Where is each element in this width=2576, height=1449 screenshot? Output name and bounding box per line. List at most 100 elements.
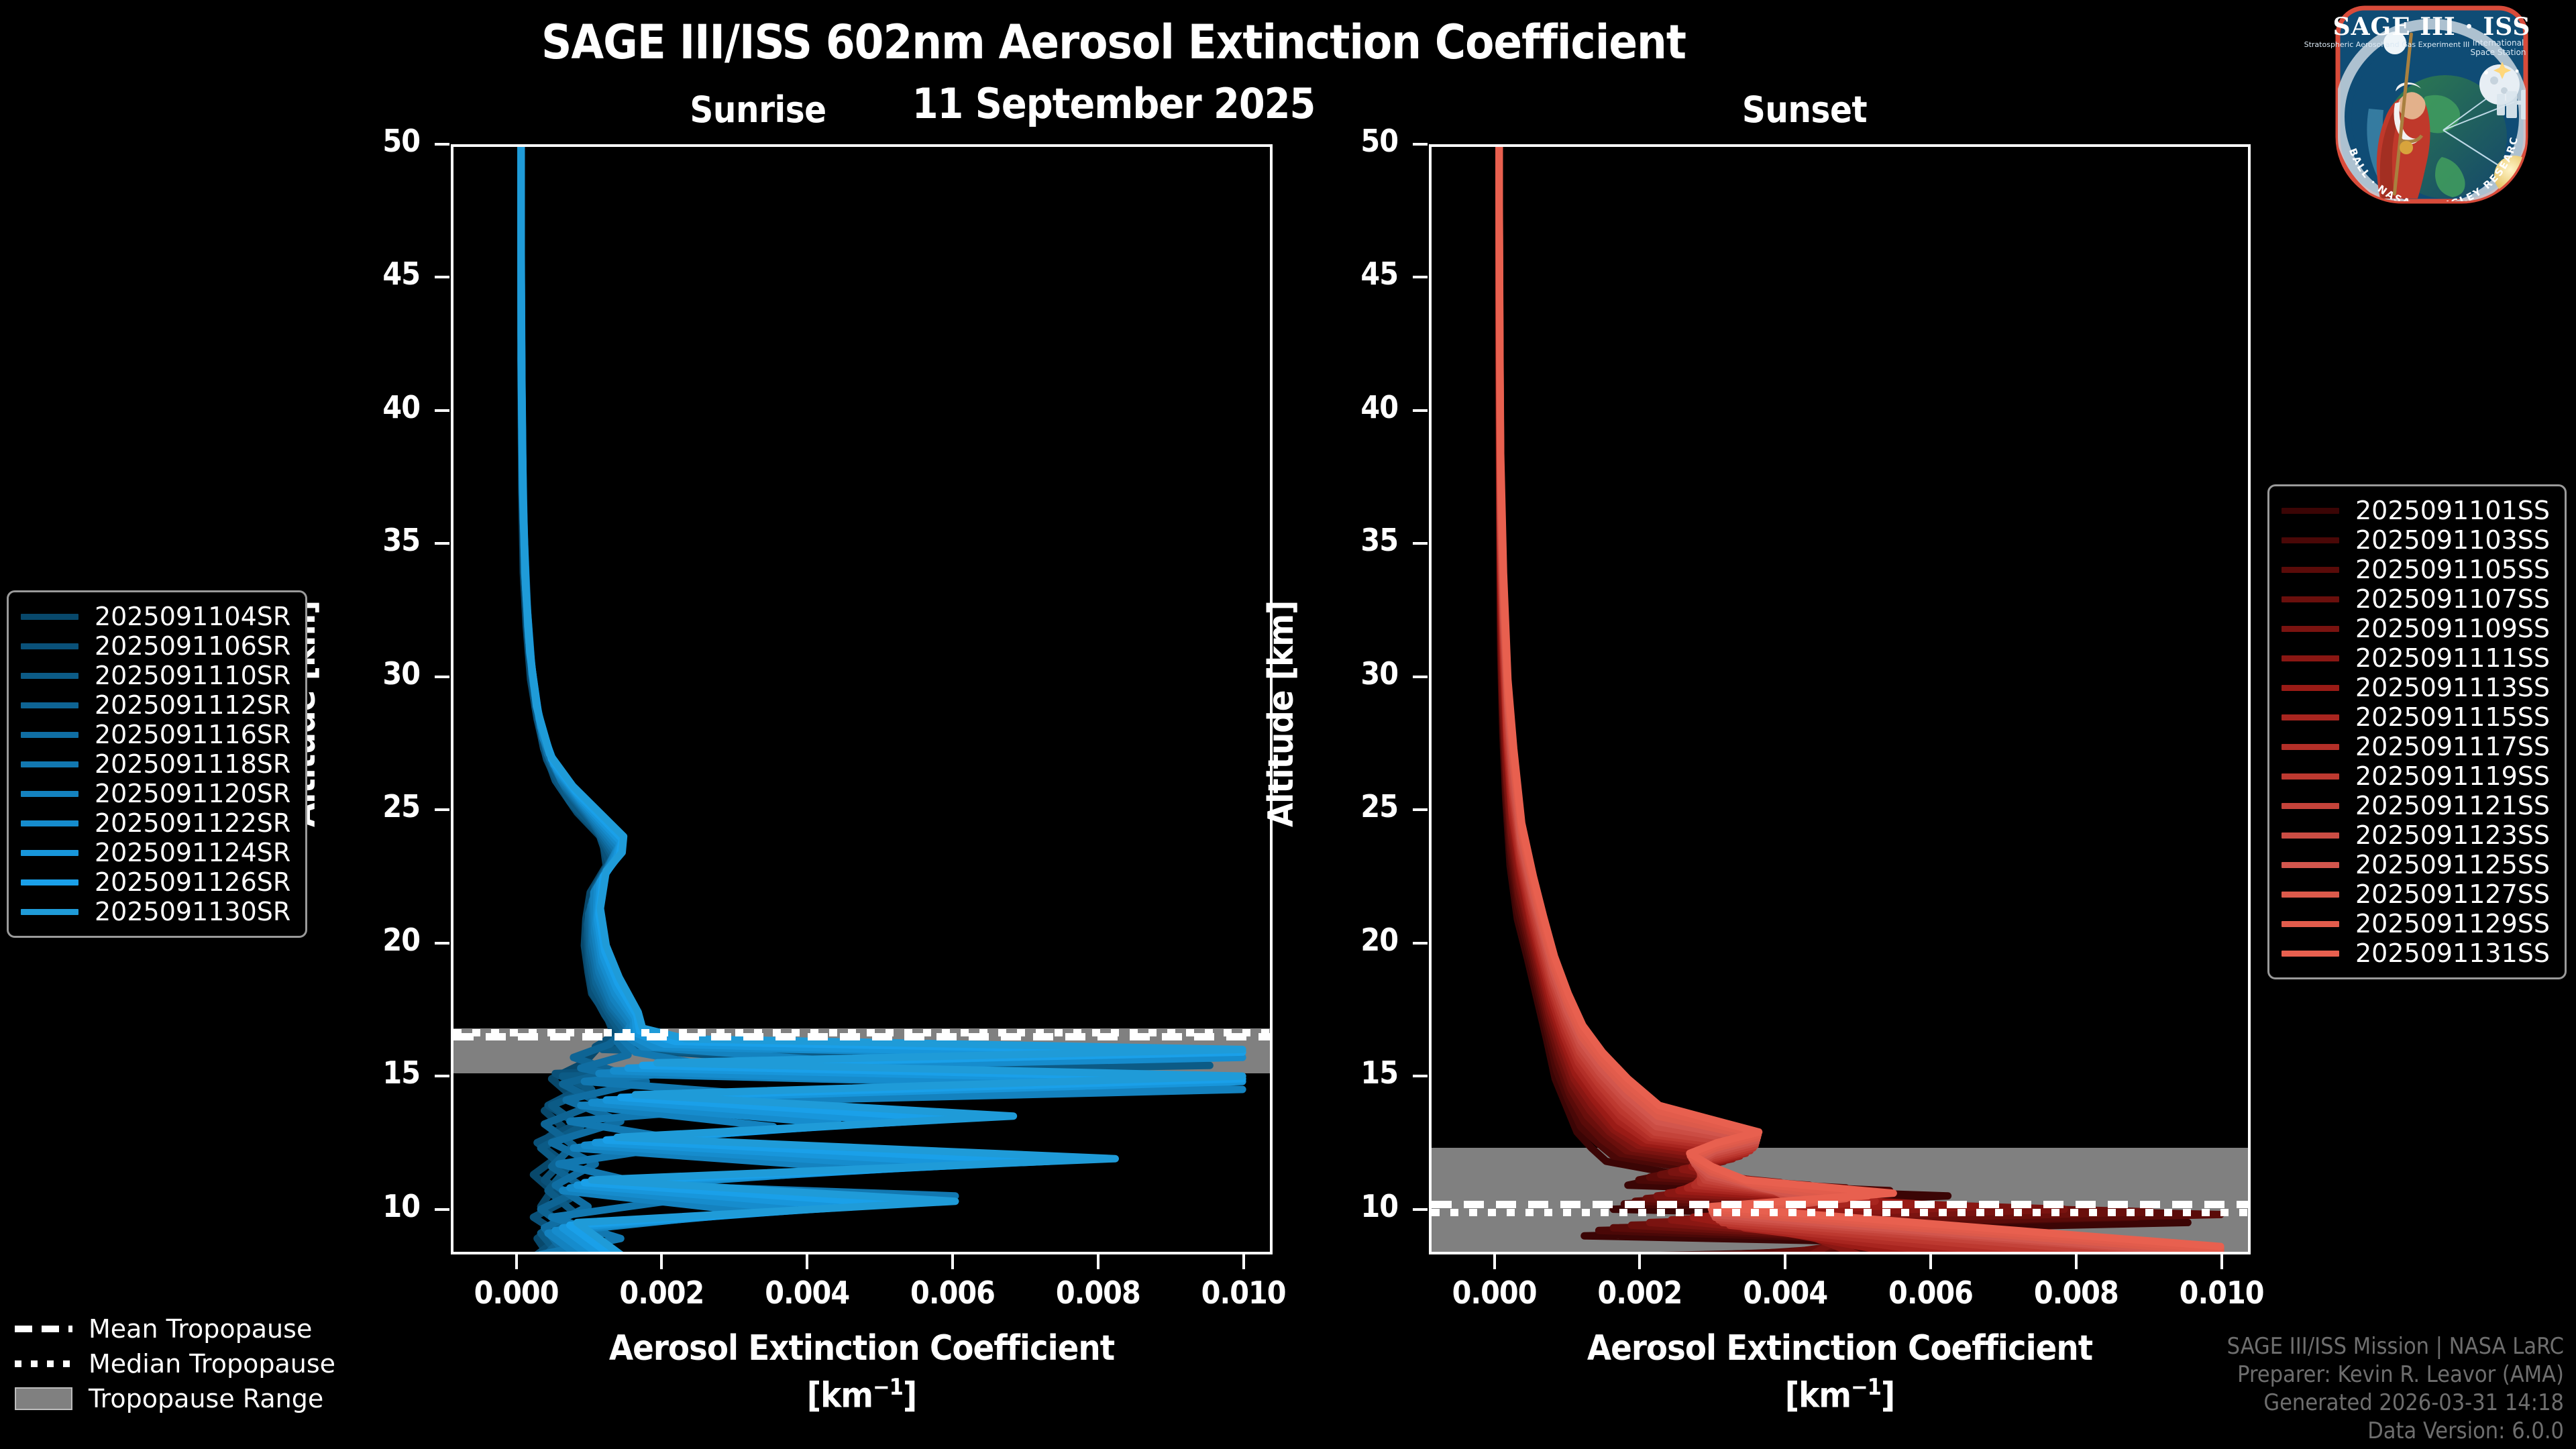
plot-area-sunrise	[451, 144, 1273, 1254]
legend-sunset[interactable]: 2025091101SS 2025091103SS 2025091105SS 2025…	[2267, 484, 2567, 979]
legend-item[interactable]: 2025091130SR	[21, 897, 290, 926]
svg-text:Space Station: Space Station	[2470, 48, 2526, 57]
legend-item[interactable]: 2025091107SS	[2282, 584, 2550, 614]
y-axis-tick	[1413, 542, 1428, 545]
x-axis-tick-label: 0.010	[1201, 1275, 1287, 1311]
legend-item[interactable]: 2025091124SR	[21, 838, 290, 867]
legend-color-swatch	[2282, 891, 2339, 898]
legend-item-label: 2025091123SS	[2355, 820, 2551, 850]
legend-item[interactable]: 2025091104SR	[21, 602, 290, 631]
legend-item[interactable]: 2025091110SR	[21, 661, 290, 690]
legend-color-swatch	[2282, 566, 2339, 573]
legend-color-swatch	[21, 790, 78, 797]
x-axis-tick	[1096, 1254, 1099, 1269]
legend-item[interactable]: 2025091131SS	[2282, 938, 2550, 968]
legend-color-swatch	[21, 908, 78, 915]
legend-color-swatch	[2282, 950, 2339, 957]
legend-item[interactable]: 2025091123SS	[2282, 820, 2550, 850]
legend-item-label: 2025091121SS	[2355, 791, 2551, 820]
legend-item-label: 2025091124SR	[95, 838, 291, 867]
legend-item[interactable]: 2025091118SR	[21, 749, 290, 779]
legend-color-swatch	[2282, 832, 2339, 839]
y-axis-tick	[435, 542, 449, 545]
x-axis-tick	[1242, 1254, 1245, 1269]
footer-generated: Generated 2026-03-31 14:18	[2263, 1389, 2564, 1416]
legend-color-swatch	[21, 672, 78, 679]
legend-item[interactable]: 2025091105SS	[2282, 555, 2550, 584]
legend-label-median-tropopause: Median Tropopause	[89, 1349, 335, 1379]
legend-color-swatch	[21, 879, 78, 885]
legend-item[interactable]: 2025091109SS	[2282, 614, 2550, 643]
legend-item-label: 2025091120SR	[95, 779, 291, 808]
legend-item[interactable]: 2025091120SR	[21, 779, 290, 808]
svg-text:SAGE III · ISS: SAGE III · ISS	[2333, 13, 2531, 41]
legend-item[interactable]: 2025091101SS	[2282, 496, 2550, 525]
legend-item[interactable]: 2025091121SS	[2282, 791, 2550, 820]
y-axis-tick-label: 35	[382, 522, 421, 559]
legend-item[interactable]: 2025091116SR	[21, 720, 290, 749]
series-layer	[517, 147, 1246, 1252]
legend-item[interactable]: 2025091119SS	[2282, 761, 2550, 791]
legend-item-label: 2025091118SR	[95, 749, 291, 779]
x-axis-tick-label: 0.008	[2033, 1275, 2119, 1311]
legend-color-swatch	[21, 702, 78, 708]
y-axis-tick	[435, 808, 449, 812]
legend-item[interactable]: 2025091112SR	[21, 690, 290, 720]
y-axis-tick-label: 40	[382, 388, 421, 425]
legend-item[interactable]: 2025091103SS	[2282, 525, 2550, 555]
y-axis-tick-label: 50	[1360, 123, 1399, 159]
legend-item-label: 2025091117SS	[2355, 732, 2551, 761]
y-axis-tick	[1413, 143, 1428, 146]
x-axis-tick	[1929, 1254, 1932, 1269]
legend-sunrise[interactable]: 2025091104SR 2025091106SR 2025091110SR 2025…	[7, 590, 308, 938]
legend-item[interactable]: 2025091129SS	[2282, 909, 2550, 938]
y-axis-tick	[1413, 1208, 1428, 1211]
legend-color-swatch	[2282, 773, 2339, 780]
legend-item-label: 2025091112SR	[95, 690, 291, 720]
svg-text:International: International	[2473, 38, 2524, 48]
y-axis-title: Altitude [km]	[1261, 600, 1301, 827]
legend-item-label: 2025091122SR	[95, 808, 291, 838]
x-axis-tick-label: 0.002	[1597, 1275, 1682, 1311]
series-layer	[1495, 147, 2224, 1252]
legend-item-label: 2025091105SS	[2355, 555, 2551, 584]
x-axis-tick-label: 0.006	[910, 1275, 996, 1311]
legend-item-label: 2025091127SS	[2355, 879, 2551, 909]
y-axis-tick	[1413, 276, 1428, 279]
legend-item-label: 2025091131SS	[2355, 938, 2551, 968]
panel-title-sunrise: Sunrise	[690, 89, 826, 131]
legend-color-swatch	[2282, 802, 2339, 809]
legend-item[interactable]: 2025091117SS	[2282, 732, 2550, 761]
legend-item[interactable]: 2025091122SR	[21, 808, 290, 838]
y-axis-tick	[435, 675, 449, 678]
x-axis-tick	[1784, 1254, 1787, 1269]
legend-item[interactable]: 2025091106SR	[21, 631, 290, 661]
legend-color-swatch	[21, 820, 78, 826]
mean-tropopause-line	[453, 1032, 1270, 1040]
legend-item[interactable]: 2025091111SS	[2282, 643, 2550, 673]
legend-item-label: 2025091106SR	[95, 631, 291, 661]
legend-item-mean-tropopause: Mean Tropopause	[15, 1311, 335, 1346]
legend-item-label: 2025091129SS	[2355, 909, 2551, 938]
legend-item-label: 2025091104SR	[95, 602, 291, 631]
y-axis-tick-label: 30	[382, 655, 421, 692]
legend-item[interactable]: 2025091125SS	[2282, 850, 2550, 879]
x-axis-units: [km−1]	[806, 1374, 918, 1416]
legend-item[interactable]: 2025091115SS	[2282, 702, 2550, 732]
legend-item[interactable]: 2025091126SR	[21, 867, 290, 897]
x-axis-title: Aerosol Extinction Coefficient	[608, 1328, 1115, 1368]
x-axis-tick	[1638, 1254, 1642, 1269]
legend-item-label: 2025091113SS	[2355, 673, 2551, 702]
x-axis-tick	[2074, 1254, 2078, 1269]
legend-item[interactable]: 2025091113SS	[2282, 673, 2550, 702]
legend-item[interactable]: 2025091127SS	[2282, 879, 2550, 909]
y-axis-tick	[1413, 1075, 1428, 1078]
legend-item-median-tropopause: Median Tropopause	[15, 1346, 335, 1381]
y-axis-tick	[435, 276, 449, 279]
x-axis-tick	[806, 1254, 809, 1269]
y-axis-tick-label: 45	[382, 256, 421, 292]
y-axis-tick-label: 45	[1360, 256, 1399, 292]
legend-item-label: 2025091109SS	[2355, 614, 2551, 643]
median-tropopause-line	[1432, 1208, 2248, 1216]
y-axis-tick-label: 15	[1360, 1055, 1399, 1091]
